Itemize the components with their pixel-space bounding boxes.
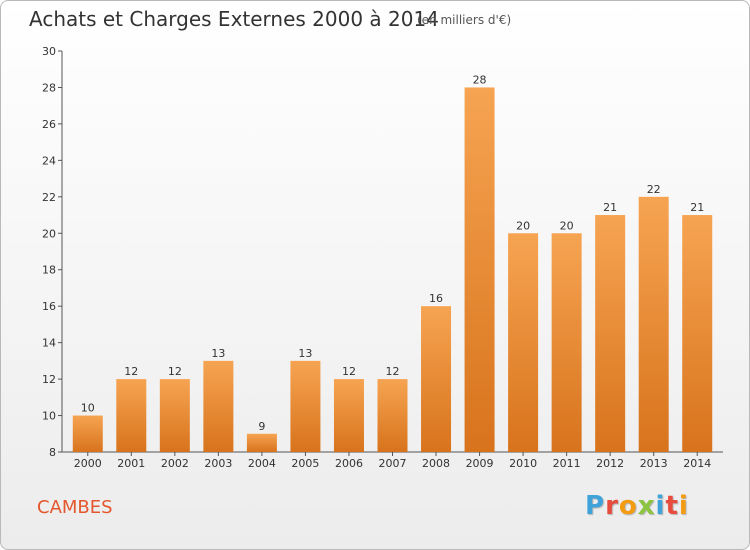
x-tick-label: 2002 bbox=[161, 457, 189, 470]
y-tick-label: 8 bbox=[49, 446, 56, 459]
x-tick-label: 2013 bbox=[640, 457, 668, 470]
logo-letter: i bbox=[678, 491, 689, 521]
proxiti-logo: Proxiti bbox=[585, 491, 689, 521]
bar-2012 bbox=[595, 215, 626, 452]
x-tick-label: 2011 bbox=[553, 457, 581, 470]
x-tick-label: 2008 bbox=[422, 457, 450, 470]
y-tick-label: 16 bbox=[42, 300, 56, 313]
logo-letter: x bbox=[637, 491, 656, 521]
chart-bars: 10 12 12 13 9 13 12 12 16 28 20 20 21 22 21 bbox=[72, 73, 713, 453]
x-tick-label: 2003 bbox=[204, 457, 232, 470]
x-tick-label: 2005 bbox=[291, 457, 319, 470]
value-label: 9 bbox=[258, 420, 265, 433]
chart-axes: 8 10 12 14 16 18 20 22 24 26 28 30 2000 2001 2002 2003 2… bbox=[42, 45, 723, 470]
value-label: 21 bbox=[690, 201, 704, 214]
y-tick-label: 20 bbox=[42, 227, 56, 240]
value-label: 20 bbox=[516, 219, 530, 232]
y-tick-label: 30 bbox=[42, 45, 56, 58]
bar-2011 bbox=[551, 233, 582, 452]
value-label: 20 bbox=[560, 219, 574, 232]
y-tick-label: 22 bbox=[42, 191, 56, 204]
bar-2003 bbox=[203, 360, 234, 452]
value-label: 10 bbox=[81, 402, 95, 415]
value-label: 22 bbox=[647, 183, 661, 196]
y-tick-label: 12 bbox=[42, 373, 56, 386]
value-label: 21 bbox=[603, 201, 617, 214]
x-tick-label: 2014 bbox=[683, 457, 711, 470]
bar-2000 bbox=[72, 415, 103, 452]
bar-2008 bbox=[421, 306, 452, 452]
logo-letter: t bbox=[665, 491, 679, 521]
x-tick-label: 2001 bbox=[117, 457, 145, 470]
value-label: 12 bbox=[168, 365, 182, 378]
bar-2010 bbox=[508, 233, 539, 452]
x-tick-label: 2006 bbox=[335, 457, 363, 470]
y-tick-label: 18 bbox=[42, 264, 56, 277]
y-tick-label: 28 bbox=[42, 81, 56, 94]
logo-letter: o bbox=[618, 491, 638, 521]
bar-2002 bbox=[159, 379, 190, 452]
logo-letter: P bbox=[585, 491, 606, 521]
bar-2005 bbox=[290, 360, 321, 452]
x-tick-label: 2004 bbox=[248, 457, 276, 470]
value-label: 13 bbox=[298, 347, 312, 360]
bar-2007 bbox=[377, 379, 408, 452]
chart-subtitle: (en milliers d'€) bbox=[417, 13, 512, 27]
y-tick-label: 26 bbox=[42, 118, 56, 131]
value-label: 12 bbox=[386, 365, 400, 378]
value-label: 12 bbox=[124, 365, 138, 378]
value-label: 28 bbox=[473, 73, 487, 86]
y-tick-label: 24 bbox=[42, 154, 56, 167]
logo-letter: r bbox=[605, 491, 619, 521]
x-tick-label: 2009 bbox=[466, 457, 494, 470]
y-tick-label: 10 bbox=[42, 410, 56, 423]
logo-letter: i bbox=[655, 491, 666, 521]
value-label: 13 bbox=[211, 347, 225, 360]
chart-title: Achats et Charges Externes 2000 à 2014 bbox=[29, 7, 439, 31]
y-tick-label: 14 bbox=[42, 337, 56, 350]
bar-2013 bbox=[638, 196, 669, 452]
bar-2004 bbox=[246, 433, 277, 452]
bar-2014 bbox=[682, 215, 713, 452]
value-label: 16 bbox=[429, 292, 443, 305]
bar-2009 bbox=[464, 87, 495, 453]
bar-2001 bbox=[116, 379, 147, 452]
x-tick-label: 2007 bbox=[379, 457, 407, 470]
bar-2006 bbox=[333, 379, 364, 452]
x-tick-label: 2012 bbox=[596, 457, 624, 470]
commune-name: CAMBES bbox=[37, 497, 113, 518]
value-label: 12 bbox=[342, 365, 356, 378]
x-tick-label: 2000 bbox=[74, 457, 102, 470]
x-tick-label: 2010 bbox=[509, 457, 537, 470]
